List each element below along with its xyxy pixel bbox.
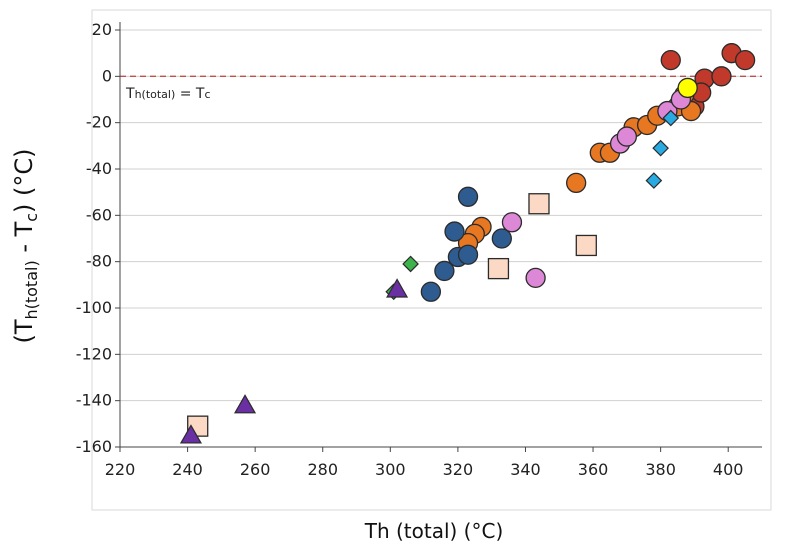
data-point-diamond — [662, 109, 680, 127]
y-tick-label: -120 — [76, 344, 112, 363]
data-point-diamond — [402, 255, 419, 273]
data-points — [179, 43, 756, 444]
y-tick-label: -20 — [86, 113, 112, 132]
y-tick-label: -60 — [86, 205, 112, 224]
data-point-circle — [491, 228, 512, 249]
y-axis-title: (Th(total) - Tc) (°C) — [10, 148, 41, 343]
x-axis-title: Th (total) (°C) — [364, 519, 504, 543]
y-tick-label: 20 — [92, 20, 112, 39]
y-tick-label: -80 — [86, 252, 112, 271]
data-point-circle — [501, 212, 523, 233]
ref-line-label: Th(total) = Tc — [125, 86, 211, 102]
data-point-circle — [711, 66, 732, 87]
data-point-circle — [434, 260, 455, 282]
data-point-triangle — [233, 394, 257, 414]
data-point-circle — [734, 49, 756, 71]
data-point-triangle — [386, 278, 409, 298]
data-point-circle — [566, 172, 587, 194]
data-point-circle — [677, 77, 698, 99]
y-tick-label: -140 — [76, 391, 112, 410]
plot-frame — [91, 9, 772, 511]
data-point-circle — [457, 244, 479, 265]
data-point-circle — [457, 186, 479, 207]
data-point-circle — [525, 267, 546, 289]
data-point-square — [575, 234, 597, 257]
y-tick-label: -160 — [76, 437, 112, 456]
x-tick-label: 340 — [510, 460, 541, 479]
x-tick-label: 240 — [172, 460, 203, 479]
x-tick-label: 220 — [105, 460, 136, 479]
data-point-circle — [444, 221, 465, 242]
x-tick-label: 280 — [307, 460, 338, 479]
data-point-triangle — [179, 424, 202, 444]
x-tick-label: 360 — [578, 460, 609, 479]
x-tick-label: 260 — [240, 460, 271, 479]
data-point-square — [487, 257, 510, 280]
data-point-circle — [616, 126, 637, 147]
data-point-square — [528, 193, 550, 215]
y-tick-label: -40 — [86, 159, 112, 178]
x-tick-label: 380 — [645, 460, 676, 479]
data-point-circle — [660, 49, 681, 71]
gridlines — [120, 29, 762, 448]
x-tick-label: 400 — [713, 460, 744, 479]
y-tick-label: 0 — [102, 66, 112, 85]
data-point-diamond — [645, 172, 663, 189]
data-point-circle — [420, 281, 442, 302]
x-tick-label: 300 — [375, 460, 406, 479]
y-tick-label: -100 — [76, 298, 112, 317]
data-point-diamond — [652, 139, 669, 157]
x-tick-label: 320 — [443, 460, 474, 479]
axes: 20 0 -20 -40 -60 -80 -100 -120 -140 -160 220 240 260… — [76, 20, 762, 479]
